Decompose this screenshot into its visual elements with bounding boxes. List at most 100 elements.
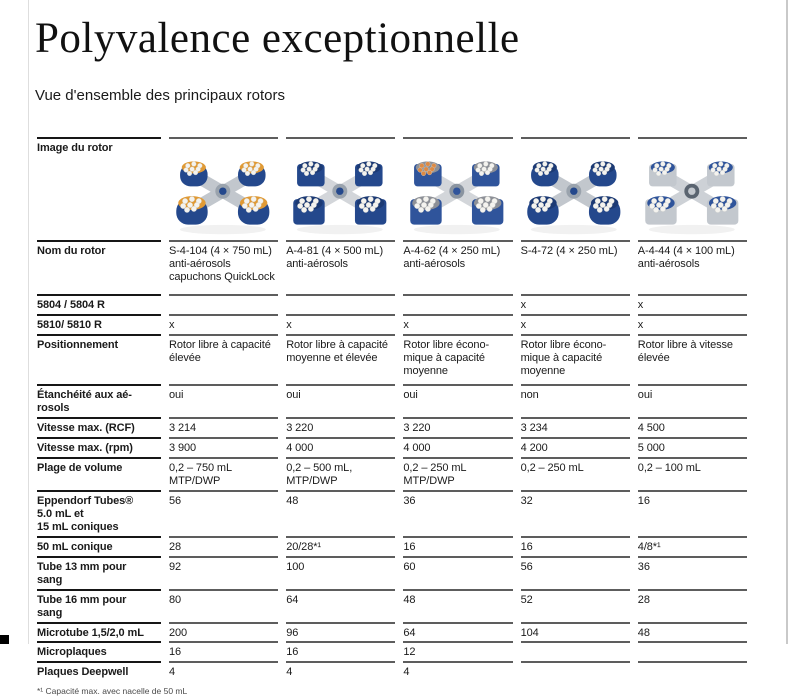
cell: 5 000	[637, 436, 747, 457]
cell	[403, 294, 513, 314]
cell: A-4-44 (4 × 100 mL) anti-aérosols	[637, 240, 747, 294]
cell	[637, 661, 747, 681]
table-row: Tube 13 mm pour sang 92 100 60 56 36	[37, 555, 747, 589]
cell: 32	[520, 489, 630, 536]
row-label: Étanchéité aux aé- rosols	[37, 383, 161, 417]
cell: 4 500	[637, 416, 747, 437]
cell: 16	[403, 535, 513, 556]
table-row: Plaques Deepwell 4 4 4	[37, 661, 747, 681]
row-label: Plage de volume	[37, 456, 161, 490]
cell: 56	[169, 489, 279, 536]
cell: 20/28*¹	[286, 535, 396, 556]
row-label: Eppendorf Tubes® 5.0 mL et 15 mL conique…	[37, 489, 161, 536]
cell: 80	[169, 588, 279, 622]
table-row: 50 mL conique 28 20/28*¹ 16 16 4/8*¹	[37, 535, 747, 556]
row-label: 5810/ 5810 R	[37, 313, 161, 334]
table-rows-container: Nom du rotor S-4-104 (4 × 750 mL) anti-aé…	[37, 240, 747, 681]
cell: 4	[403, 661, 513, 681]
cell	[286, 137, 396, 240]
cell: non	[520, 383, 630, 417]
cell	[520, 641, 630, 661]
cell: 28	[169, 535, 279, 556]
cell: 16	[637, 489, 747, 536]
cell: S-4-72 (4 × 250 mL)	[520, 240, 630, 294]
row-label: Plaques Deepwell	[37, 661, 161, 681]
page-edge-left	[28, 0, 29, 644]
cell	[520, 137, 630, 240]
page-edge-right	[786, 0, 788, 644]
table-row: Nom du rotor S-4-104 (4 × 750 mL) anti-aé…	[37, 240, 747, 294]
row-label: Vitesse max. (RCF)	[37, 416, 161, 437]
cell	[286, 294, 396, 314]
cell: oui	[403, 383, 513, 417]
rotor-image-s-4-72	[521, 151, 630, 237]
page-title: Polyvalence exceptionnelle	[35, 15, 520, 62]
cell: 64	[286, 588, 396, 622]
table-row: Eppendorf Tubes® 5.0 mL et 15 mL conique…	[37, 489, 747, 536]
cell	[637, 641, 747, 661]
rotor-table: Image du rotor Nom du rotor S-4-104 (4 × …	[37, 137, 747, 696]
cell: 3 234	[520, 416, 630, 437]
table-row: Vitesse max. (RCF) 3 214 3 220 3 220 3 234 4 …	[37, 416, 747, 437]
cell: oui	[637, 383, 747, 417]
cell: x	[520, 313, 630, 334]
table-row: Positionnement Rotor libre à capacité éle…	[37, 333, 747, 384]
cell: 36	[403, 489, 513, 536]
row-label: Tube 16 mm pour sang	[37, 588, 161, 622]
cell: S-4-104 (4 × 750 mL) anti-aérosols capuc…	[169, 240, 279, 294]
cell: 3 900	[169, 436, 279, 457]
cell: oui	[169, 383, 279, 417]
cell: Rotor libre écono- mique à capacité moye…	[403, 333, 513, 384]
cell: x	[520, 294, 630, 314]
rotor-image-a-4-62	[403, 151, 512, 237]
cell	[169, 137, 279, 240]
cell: 48	[286, 489, 396, 536]
cell	[637, 137, 747, 240]
cell: 28	[637, 588, 747, 622]
cell: oui	[286, 383, 396, 417]
table-row-images: Image du rotor	[37, 137, 747, 240]
row-label: Positionnement	[37, 333, 161, 384]
cell: 64	[403, 621, 513, 642]
cell: Rotor libre écono- mique à capacité moye…	[520, 333, 630, 384]
table-row: Microplaques 16 16 12	[37, 641, 747, 661]
cell	[520, 661, 630, 681]
rotor-image-s-4-104	[169, 151, 278, 237]
cell: 16	[520, 535, 630, 556]
table-row: Étanchéité aux aé- rosols oui oui oui non oui	[37, 383, 747, 417]
cell: 4 200	[520, 436, 630, 457]
cell: 4	[169, 661, 279, 681]
row-label: 50 mL conique	[37, 535, 161, 556]
table-row: Tube 16 mm pour sang 80 64 48 52 28	[37, 588, 747, 622]
row-label: Tube 13 mm pour sang	[37, 555, 161, 589]
row-label: Vitesse max. (rpm)	[37, 436, 161, 457]
cell: x	[637, 313, 747, 334]
cell: A-4-81 (4 × 500 mL) anti-aérosols	[286, 240, 396, 294]
cell: 48	[403, 588, 513, 622]
cell: A-4-62 (4 × 250 mL) anti-aérosols	[403, 240, 513, 294]
table-row: Plage de volume 0,2 – 750 mL MTP/DWP 0,2 –…	[37, 456, 747, 490]
cell	[169, 294, 279, 314]
cell: 0,2 – 750 mL MTP/DWP	[169, 456, 279, 490]
cell: 4/8*¹	[637, 535, 747, 556]
row-label: Microplaques	[37, 641, 161, 661]
cell: 0,2 – 250 mL	[520, 456, 630, 490]
cell: 200	[169, 621, 279, 642]
row-label: Image du rotor	[37, 137, 161, 240]
cell: 0,2 – 500 mL, MTP/DWP	[286, 456, 396, 490]
page-subtitle: Vue d'ensemble des principaux rotors	[35, 87, 285, 104]
cell: Rotor libre à vitesse élevée	[637, 333, 747, 384]
row-label: Nom du rotor	[37, 240, 161, 294]
cell: x	[169, 313, 279, 334]
table-row: Vitesse max. (rpm) 3 900 4 000 4 000 4 200 5 …	[37, 436, 747, 457]
cell	[403, 137, 513, 240]
cell: 12	[403, 641, 513, 661]
row-label: 5804 / 5804 R	[37, 294, 161, 314]
cell: 60	[403, 555, 513, 589]
cell: 36	[637, 555, 747, 589]
rotor-image-a-4-44	[638, 151, 747, 237]
cell: 48	[637, 621, 747, 642]
cell: 3 214	[169, 416, 279, 437]
